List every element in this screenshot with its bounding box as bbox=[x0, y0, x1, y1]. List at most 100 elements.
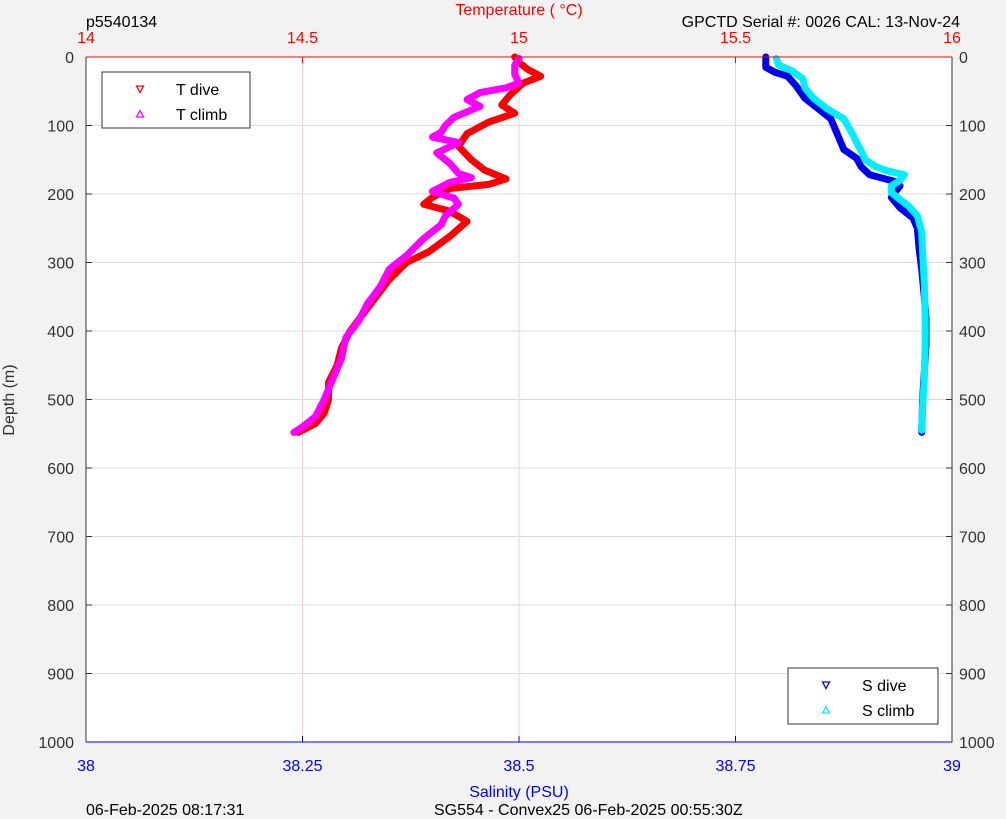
salinity-tick-label: 38 bbox=[77, 758, 95, 775]
t-climb-point bbox=[329, 375, 336, 382]
t-climb-point bbox=[342, 334, 349, 341]
s-climb-point bbox=[922, 314, 929, 321]
s-dive-point bbox=[858, 163, 865, 170]
s-dive-point bbox=[762, 64, 769, 71]
depth-tick-label-left: 200 bbox=[47, 187, 74, 204]
salinity-tick-label: 38.5 bbox=[503, 758, 534, 775]
depth-tick-label-right: 300 bbox=[959, 256, 986, 273]
t-climb-point bbox=[446, 160, 453, 167]
depth-tick-label-left: 700 bbox=[47, 530, 74, 547]
t-climb-point bbox=[364, 300, 371, 307]
depth-tick-label-right: 400 bbox=[959, 324, 986, 341]
t-climb-point bbox=[290, 429, 297, 436]
s-climb-point bbox=[922, 341, 929, 348]
depth-tick-label-left: 400 bbox=[47, 324, 74, 341]
t-climb-point bbox=[420, 235, 427, 242]
s-dive-point bbox=[771, 69, 778, 76]
t-dive-point bbox=[464, 218, 470, 225]
salinity-tick-label: 38.25 bbox=[282, 758, 322, 775]
s-dive-point bbox=[840, 146, 847, 153]
s-climb-point bbox=[849, 130, 856, 137]
s-climb-point bbox=[810, 95, 817, 102]
s-climb-point bbox=[914, 212, 921, 219]
s-climb-point bbox=[884, 167, 890, 174]
t-dive-point bbox=[425, 249, 432, 256]
t-dive-point bbox=[321, 410, 328, 417]
s-climb-point bbox=[905, 203, 912, 210]
t-climb-point bbox=[464, 96, 470, 103]
t-climb-point bbox=[433, 149, 440, 156]
s-climb-point bbox=[919, 403, 926, 410]
s-dive-point bbox=[853, 155, 860, 162]
s-climb-point bbox=[888, 182, 895, 189]
profile-id: p5540134 bbox=[86, 14, 157, 31]
t-climb-point bbox=[503, 84, 509, 91]
depth-tick-label-left: 0 bbox=[65, 50, 74, 67]
t-climb-point bbox=[299, 423, 306, 430]
s-climb-point bbox=[858, 147, 865, 154]
temperature-tick-label: 15.5 bbox=[720, 30, 751, 47]
depth-tick-label-right: 500 bbox=[959, 393, 986, 410]
t-climb-point bbox=[377, 283, 384, 290]
t-climb-point bbox=[321, 396, 328, 403]
t-dive-point bbox=[429, 194, 436, 201]
depth-tick-label-left: 600 bbox=[47, 461, 74, 478]
t-climb-point bbox=[511, 71, 518, 78]
s-climb-point bbox=[919, 249, 926, 256]
t-climb-point bbox=[386, 266, 393, 273]
t-climb-point bbox=[455, 170, 462, 177]
legend-label-s-climb: S climb bbox=[862, 703, 915, 720]
temperature-tick-label: 14 bbox=[77, 30, 95, 47]
temperature-tick-label: 16 bbox=[943, 30, 961, 47]
legend-temperature: T dive T climb bbox=[101, 71, 251, 129]
t-dive-point bbox=[503, 175, 509, 182]
depth-tick-label-left: 900 bbox=[47, 667, 74, 684]
temperature-tick-label: 14.5 bbox=[287, 30, 318, 47]
s-dive-point bbox=[836, 136, 843, 143]
t-climb-point bbox=[438, 129, 445, 136]
plot-timestamp: 06-Feb-2025 08:17:31 bbox=[86, 802, 244, 819]
s-dive-point bbox=[793, 82, 800, 89]
t-climb-point bbox=[442, 212, 449, 219]
temperature-tick-label: 15 bbox=[510, 30, 528, 47]
s-climb-point bbox=[918, 228, 925, 235]
s-dive-point bbox=[784, 73, 791, 80]
depth-tick-label-right: 800 bbox=[959, 598, 986, 615]
depth-tick-label-left: 1000 bbox=[38, 735, 74, 752]
s-climb-point bbox=[773, 55, 780, 62]
mission-info: SG554 - Convex25 06-Feb-2025 00:55:30Z bbox=[434, 802, 743, 819]
t-climb-point bbox=[468, 174, 475, 181]
t-dive-point bbox=[511, 110, 518, 117]
temperature-axis-label: Temperature ( °C) bbox=[455, 2, 582, 19]
s-dive-point bbox=[897, 204, 903, 211]
t-climb-point bbox=[516, 80, 522, 86]
t-climb-point bbox=[312, 413, 319, 420]
t-climb-point bbox=[455, 139, 462, 146]
s-climb-point bbox=[840, 115, 847, 122]
s-climb-point bbox=[853, 139, 860, 146]
legend-marker-s-dive bbox=[821, 681, 831, 690]
s-climb-point bbox=[775, 62, 782, 69]
s-climb-point bbox=[918, 427, 925, 434]
s-climb-point bbox=[888, 189, 895, 196]
t-climb-point bbox=[355, 317, 362, 324]
depth-tick-label-left: 300 bbox=[47, 256, 74, 273]
legend-salinity: S dive S climb bbox=[787, 667, 939, 725]
t-climb-point bbox=[455, 201, 462, 208]
depth-tick-label-left: 500 bbox=[47, 393, 74, 410]
s-climb-point bbox=[872, 163, 879, 170]
legend-label-s-dive: S dive bbox=[862, 678, 907, 695]
t-dive-point bbox=[420, 201, 427, 208]
legend-label-t-dive: T dive bbox=[176, 82, 219, 99]
t-climb-point bbox=[438, 221, 445, 228]
s-dive-point bbox=[801, 95, 808, 102]
depth-axis-label: Depth (m) bbox=[1, 364, 18, 435]
legend-marker-t-climb bbox=[135, 109, 145, 118]
t-climb-point bbox=[477, 89, 483, 96]
s-climb-point bbox=[801, 84, 808, 91]
t-climb-point bbox=[451, 195, 457, 202]
s-climb-point bbox=[921, 375, 928, 382]
t-dive-point bbox=[537, 73, 544, 80]
s-climb-point bbox=[921, 280, 928, 287]
